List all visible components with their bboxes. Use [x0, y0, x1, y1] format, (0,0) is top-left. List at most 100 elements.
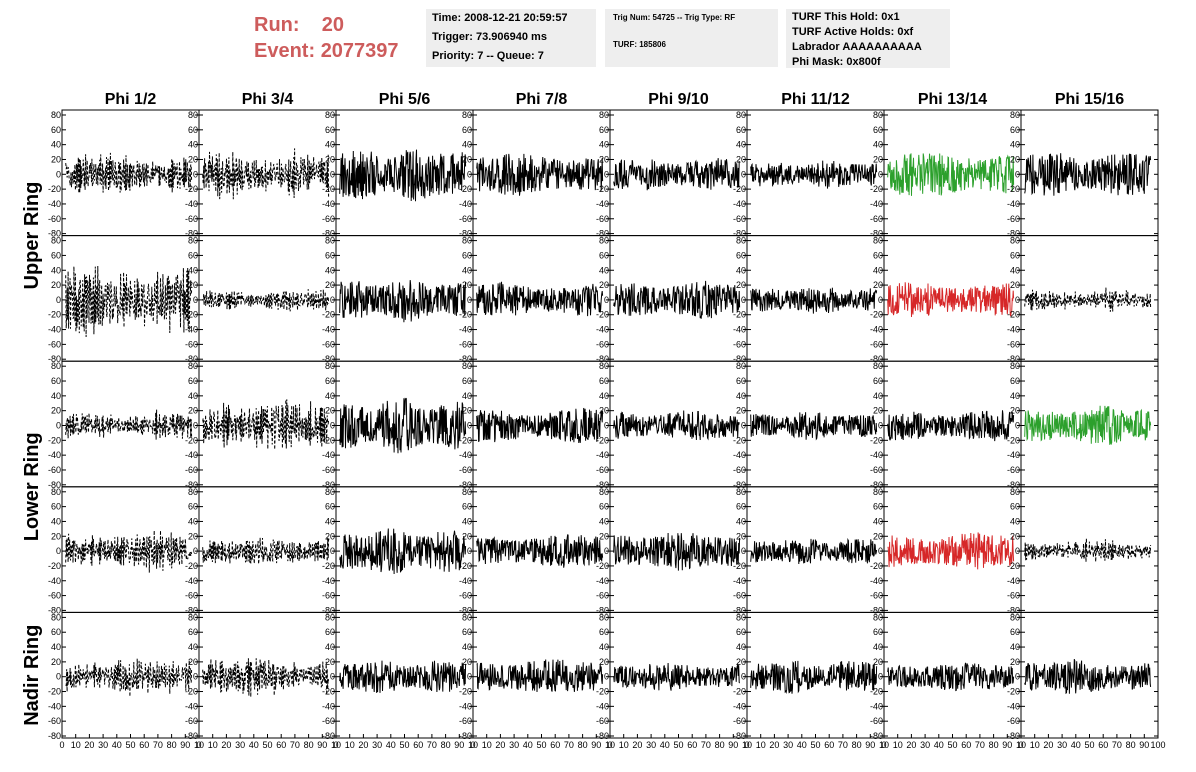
y-tick-label: 20 [599, 280, 609, 290]
column-title: Phi 5/6 [379, 91, 431, 108]
y-tick-label: -60 [48, 214, 61, 224]
y-tick-label: 20 [188, 154, 198, 164]
waveform-trace [65, 658, 193, 697]
y-tick-label: 80 [462, 487, 472, 497]
y-tick-label: -60 [459, 465, 472, 475]
y-tick-label: -80 [870, 354, 883, 364]
x-tick-label: 70 [701, 740, 711, 750]
x-tick-label: 20 [495, 740, 505, 750]
y-tick-label: -40 [733, 576, 746, 586]
x-tick-label: 70 [153, 740, 163, 750]
x-tick-label: 80 [852, 740, 862, 750]
waveform-trace [476, 659, 604, 693]
y-tick-label: -60 [1007, 339, 1020, 349]
y-tick-label: 60 [1010, 125, 1020, 135]
y-tick-label: 40 [736, 391, 746, 401]
y-tick-label: -40 [1007, 199, 1020, 209]
y-tick-label: -40 [870, 701, 883, 711]
y-tick-label: 0 [193, 546, 198, 556]
y-tick-label: -40 [459, 576, 472, 586]
y-tick-label: -20 [459, 310, 472, 320]
y-tick-label: 20 [325, 531, 335, 541]
y-tick-label: 0 [741, 546, 746, 556]
y-tick-label: 80 [188, 361, 198, 371]
turf-text: TURF: 185806 [613, 40, 666, 49]
y-tick-label: 20 [599, 154, 609, 164]
y-tick-label: 40 [873, 140, 883, 150]
y-tick-label: -80 [870, 229, 883, 239]
y-tick-label: 60 [462, 376, 472, 386]
x-tick-label: 40 [249, 740, 259, 750]
y-tick-label: 40 [1010, 265, 1020, 275]
x-tick-label: 80 [167, 740, 177, 750]
y-tick-label: 20 [1010, 657, 1020, 667]
x-tick-label: 40 [1071, 740, 1081, 750]
y-tick-label: 80 [873, 361, 883, 371]
y-tick-label: -60 [870, 214, 883, 224]
column-title: Phi 15/16 [1055, 91, 1124, 108]
y-tick-label: 40 [599, 642, 609, 652]
x-tick-label: 30 [646, 740, 656, 750]
y-tick-label: 20 [1010, 154, 1020, 164]
ring-label: Lower Ring [21, 432, 43, 541]
y-tick-label: 40 [599, 516, 609, 526]
x-tick-label: 40 [112, 740, 122, 750]
x-tick-label: 80 [715, 740, 725, 750]
y-tick-label: 60 [736, 125, 746, 135]
y-tick-label: 80 [325, 110, 335, 120]
column-title: Phi 1/2 [105, 91, 157, 108]
y-tick-label: -40 [185, 199, 198, 209]
y-tick-label: -80 [48, 354, 61, 364]
y-tick-label: 40 [1010, 391, 1020, 401]
y-tick-label: 40 [325, 140, 335, 150]
y-tick-label: 20 [188, 531, 198, 541]
y-tick-label: 60 [188, 125, 198, 135]
y-tick-label: 40 [599, 140, 609, 150]
x-tick-label: 30 [920, 740, 930, 750]
y-tick-label: 80 [1010, 236, 1020, 246]
y-tick-label: 80 [599, 361, 609, 371]
waveform-trace [887, 532, 1015, 570]
x-tick-label: 90 [454, 740, 464, 750]
y-tick-label: 0 [1015, 169, 1020, 179]
waveform-trace [750, 287, 878, 314]
y-tick-label: 60 [736, 376, 746, 386]
waveform-trace [613, 280, 741, 319]
y-tick-label: 0 [1015, 295, 1020, 305]
y-tick-label: -60 [459, 214, 472, 224]
y-tick-label: 0 [1015, 421, 1020, 431]
x-tick-label: 10 [893, 740, 903, 750]
y-tick-label: -60 [733, 716, 746, 726]
y-tick-label: -60 [322, 214, 335, 224]
y-tick-label: -80 [1007, 480, 1020, 490]
y-tick-label: 60 [188, 627, 198, 637]
y-tick-label: 40 [1010, 516, 1020, 526]
y-tick-label: -60 [322, 465, 335, 475]
x-tick-label: 70 [1112, 740, 1122, 750]
y-tick-label: 80 [325, 612, 335, 622]
y-tick-label: 0 [193, 295, 198, 305]
y-tick-label: -40 [1007, 576, 1020, 586]
x-tick-label: 50 [125, 740, 135, 750]
x-tick-label: 50 [673, 740, 683, 750]
y-tick-label: -40 [185, 701, 198, 711]
y-tick-label: -60 [459, 591, 472, 601]
y-tick-label: -40 [459, 199, 472, 209]
y-tick-label: -80 [185, 480, 198, 490]
time-info-box: Time: 2008-12-21 20:59:57 Trigger: 73.90… [426, 9, 596, 67]
y-tick-label: 0 [330, 169, 335, 179]
y-tick-label: -40 [185, 576, 198, 586]
y-tick-label: -80 [459, 229, 472, 239]
y-tick-label: -20 [870, 184, 883, 194]
y-tick-label: -60 [1007, 716, 1020, 726]
y-tick-label: 60 [736, 502, 746, 512]
x-tick-label: 50 [810, 740, 820, 750]
x-tick-label: 20 [1043, 740, 1053, 750]
y-tick-label: 60 [736, 250, 746, 260]
y-tick-label: 40 [188, 265, 198, 275]
y-tick-label: 80 [188, 110, 198, 120]
x-tick-label: 10 [331, 740, 341, 750]
y-tick-label: 20 [462, 280, 472, 290]
run-label: Run: [254, 14, 300, 36]
y-tick-label: 60 [325, 125, 335, 135]
